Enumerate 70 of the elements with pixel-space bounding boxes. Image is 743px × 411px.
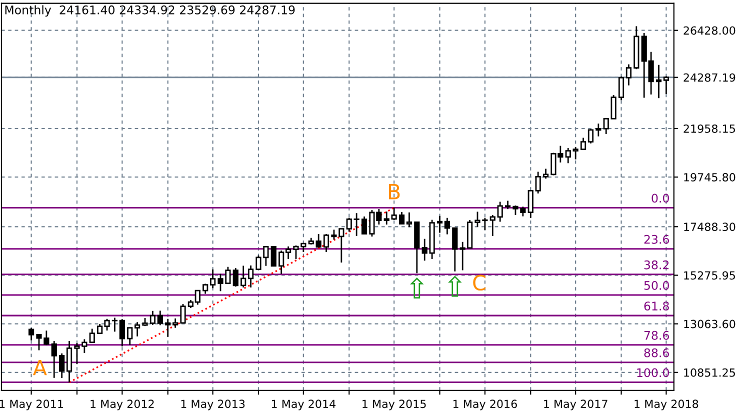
candlestick xyxy=(112,317,118,332)
annotation: 100.0 xyxy=(637,368,669,378)
candlestick xyxy=(490,214,496,237)
candlestick xyxy=(354,212,360,237)
candlestick xyxy=(172,318,178,328)
candlestick xyxy=(528,190,534,219)
x-tick-label: 1 May 2013 xyxy=(181,400,245,410)
candlestick xyxy=(497,201,503,222)
candlestick xyxy=(157,310,163,326)
annotation: 38.2 xyxy=(644,260,669,270)
candlestick xyxy=(663,76,670,95)
candlestick xyxy=(444,217,450,236)
x-tick-label: 1 May 2015 xyxy=(362,400,426,410)
candlestick xyxy=(134,321,140,338)
annotation: 78.6 xyxy=(644,330,669,340)
candlestick xyxy=(165,318,171,338)
candlestick xyxy=(28,327,34,342)
annotation: B xyxy=(388,184,400,200)
candlestick xyxy=(398,211,405,224)
x-tick-label: 1 May 2018 xyxy=(634,400,698,410)
y-tick-label: 26428.00 xyxy=(684,26,736,35)
candlestick xyxy=(504,200,511,210)
annotation: 88.6 xyxy=(644,348,669,358)
candlestick xyxy=(248,264,254,288)
candlestick xyxy=(346,217,352,232)
candlestick xyxy=(202,283,208,294)
candlestick xyxy=(66,340,72,383)
candlestick xyxy=(535,171,541,194)
candlestick xyxy=(565,147,571,164)
candlestick xyxy=(51,340,57,379)
chart-title: Monthly 24161.40 24334.92 23529.69 24287.19 xyxy=(5,5,295,17)
candlestick xyxy=(588,128,594,144)
y-tick-label: 19745.80 xyxy=(684,173,736,182)
candlestick xyxy=(596,122,602,138)
candlestick xyxy=(436,215,443,234)
candlestick xyxy=(542,168,549,180)
y-tick-label: 21958.15 xyxy=(684,124,735,133)
candlestick xyxy=(119,318,125,348)
y-tick-label: 15275.95 xyxy=(684,271,735,280)
candlestick xyxy=(406,212,412,228)
annotation: ⇧ xyxy=(410,278,424,298)
candlestick xyxy=(240,265,246,288)
x-tick-label: 1 May 2016 xyxy=(453,400,517,410)
x-tick-label: 1 May 2014 xyxy=(272,400,336,410)
candlestick xyxy=(308,237,314,246)
y-tick-label: 13063.60 xyxy=(684,320,736,328)
candlestick xyxy=(127,327,133,346)
annotation: ⇧ xyxy=(448,276,462,297)
x-tick-label: 1 May 2017 xyxy=(544,400,608,410)
candlestick xyxy=(150,310,156,326)
candlestick xyxy=(232,267,238,288)
candlestick xyxy=(626,64,632,86)
candlestick xyxy=(210,268,216,289)
annotation: 23.6 xyxy=(644,234,669,244)
candlestick xyxy=(656,64,662,99)
candlestick xyxy=(391,207,397,221)
annotation: 0.0 xyxy=(652,194,669,203)
y-tick-label: 10851.25 xyxy=(684,368,735,377)
annotation: 61.8 xyxy=(644,302,669,310)
annotation: 50.0 xyxy=(644,280,669,290)
candlestick xyxy=(384,210,390,226)
annotation: A xyxy=(32,360,47,376)
candlestick xyxy=(59,352,65,379)
y-tick-label: 24287.19 xyxy=(684,73,736,82)
candlestick xyxy=(572,146,578,160)
x-tick-label: 1 May 2012 xyxy=(90,400,154,410)
y-tick-label: 17488.30 xyxy=(684,222,736,232)
annotation: C xyxy=(473,274,486,291)
x-tick-label: 1 May 2011 xyxy=(0,400,63,410)
candlestick xyxy=(610,94,616,120)
